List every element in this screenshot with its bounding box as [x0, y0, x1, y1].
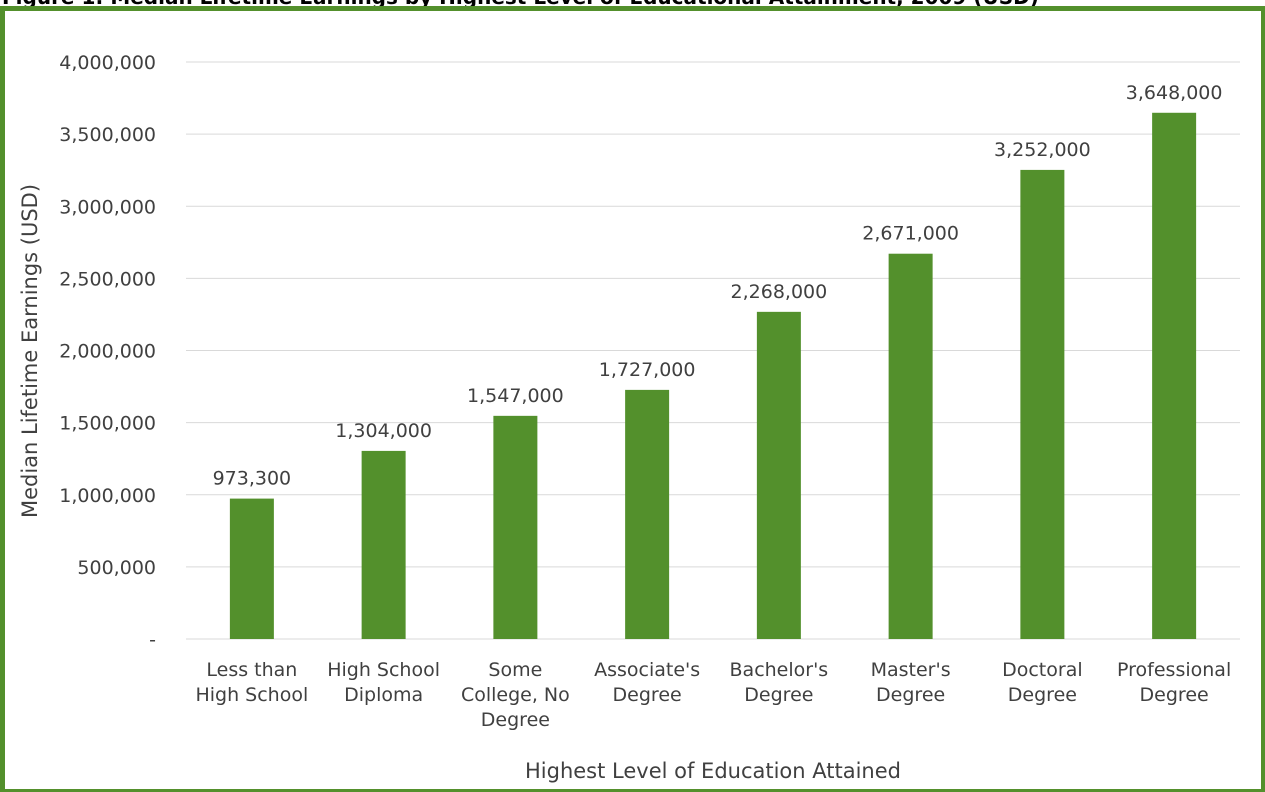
bar [1020, 169, 1065, 640]
x-tick-label: Less than High School [195, 659, 308, 706]
y-tick-label: 3,000,000 [59, 196, 156, 218]
x-tick-label-line: Degree [481, 709, 550, 731]
x-tick-label-line: Professional [1117, 659, 1231, 681]
bar [1152, 112, 1197, 639]
x-tick-label-line: High School [195, 684, 308, 706]
x-tick-label-line: Less than [206, 659, 297, 681]
x-tick-label-line: College, No [461, 684, 570, 706]
bar [888, 253, 933, 639]
bar [756, 311, 801, 639]
y-tick-label: 1,500,000 [59, 413, 156, 435]
bar [229, 498, 274, 639]
chart-title: Figure 1: Median Lifetime Earnings by Hi… [0, 0, 1265, 8]
y-tick-label: 2,000,000 [59, 341, 156, 363]
x-tick-label-line: Degree [1008, 684, 1077, 706]
x-tick-label-line: Some [488, 659, 542, 681]
y-tick-label: - [149, 629, 156, 651]
x-tick-label: High School Diploma [327, 659, 440, 706]
x-tick-label-line: Degree [613, 684, 682, 706]
x-tick-label-line: Degree [744, 684, 813, 706]
x-tick-label: Master's Degree [871, 659, 951, 706]
x-tick-label: Some College, No Degree [461, 659, 570, 731]
x-tick-label: Professional Degree [1117, 659, 1231, 706]
y-tick-label: 2,500,000 [59, 268, 156, 290]
bar-value-label: 3,648,000 [1126, 82, 1223, 104]
x-tick-label-line: High School [327, 659, 440, 681]
x-tick-label-line: Master's [871, 659, 951, 681]
y-axis-title: Median Lifetime Earnings (USD) [18, 184, 42, 518]
x-tick-label: Bachelor's Degree [730, 659, 829, 706]
bar-value-label: 1,727,000 [599, 359, 696, 381]
x-tick-label-line: Diploma [344, 684, 423, 706]
bar-value-label: 3,252,000 [994, 139, 1091, 161]
bar-value-label: 2,268,000 [731, 281, 828, 303]
y-tick-label: 4,000,000 [59, 52, 156, 74]
x-tick-label-line: Doctoral [1002, 659, 1083, 681]
bar [361, 450, 406, 639]
x-tick-label-line: Degree [1140, 684, 1209, 706]
y-tick-label: 1,000,000 [59, 485, 156, 507]
x-axis-title: Highest Level of Education Attained [525, 759, 901, 783]
bar-value-label: 1,547,000 [467, 385, 564, 407]
x-tick-label-line: Degree [876, 684, 945, 706]
bar-value-label: 1,304,000 [335, 420, 432, 442]
y-tick-label: 500,000 [77, 557, 156, 579]
x-tick-label-line: Associate's [594, 659, 700, 681]
y-tick-label: 3,500,000 [59, 124, 156, 146]
bar [625, 389, 670, 639]
bar [493, 415, 538, 639]
x-tick-label: Doctoral Degree [1002, 659, 1083, 706]
bar-value-label: 2,671,000 [862, 223, 959, 245]
x-tick-label: Associate's Degree [594, 659, 700, 706]
x-tick-label-line: Bachelor's [730, 659, 829, 681]
bar-value-label: 973,300 [213, 468, 292, 490]
